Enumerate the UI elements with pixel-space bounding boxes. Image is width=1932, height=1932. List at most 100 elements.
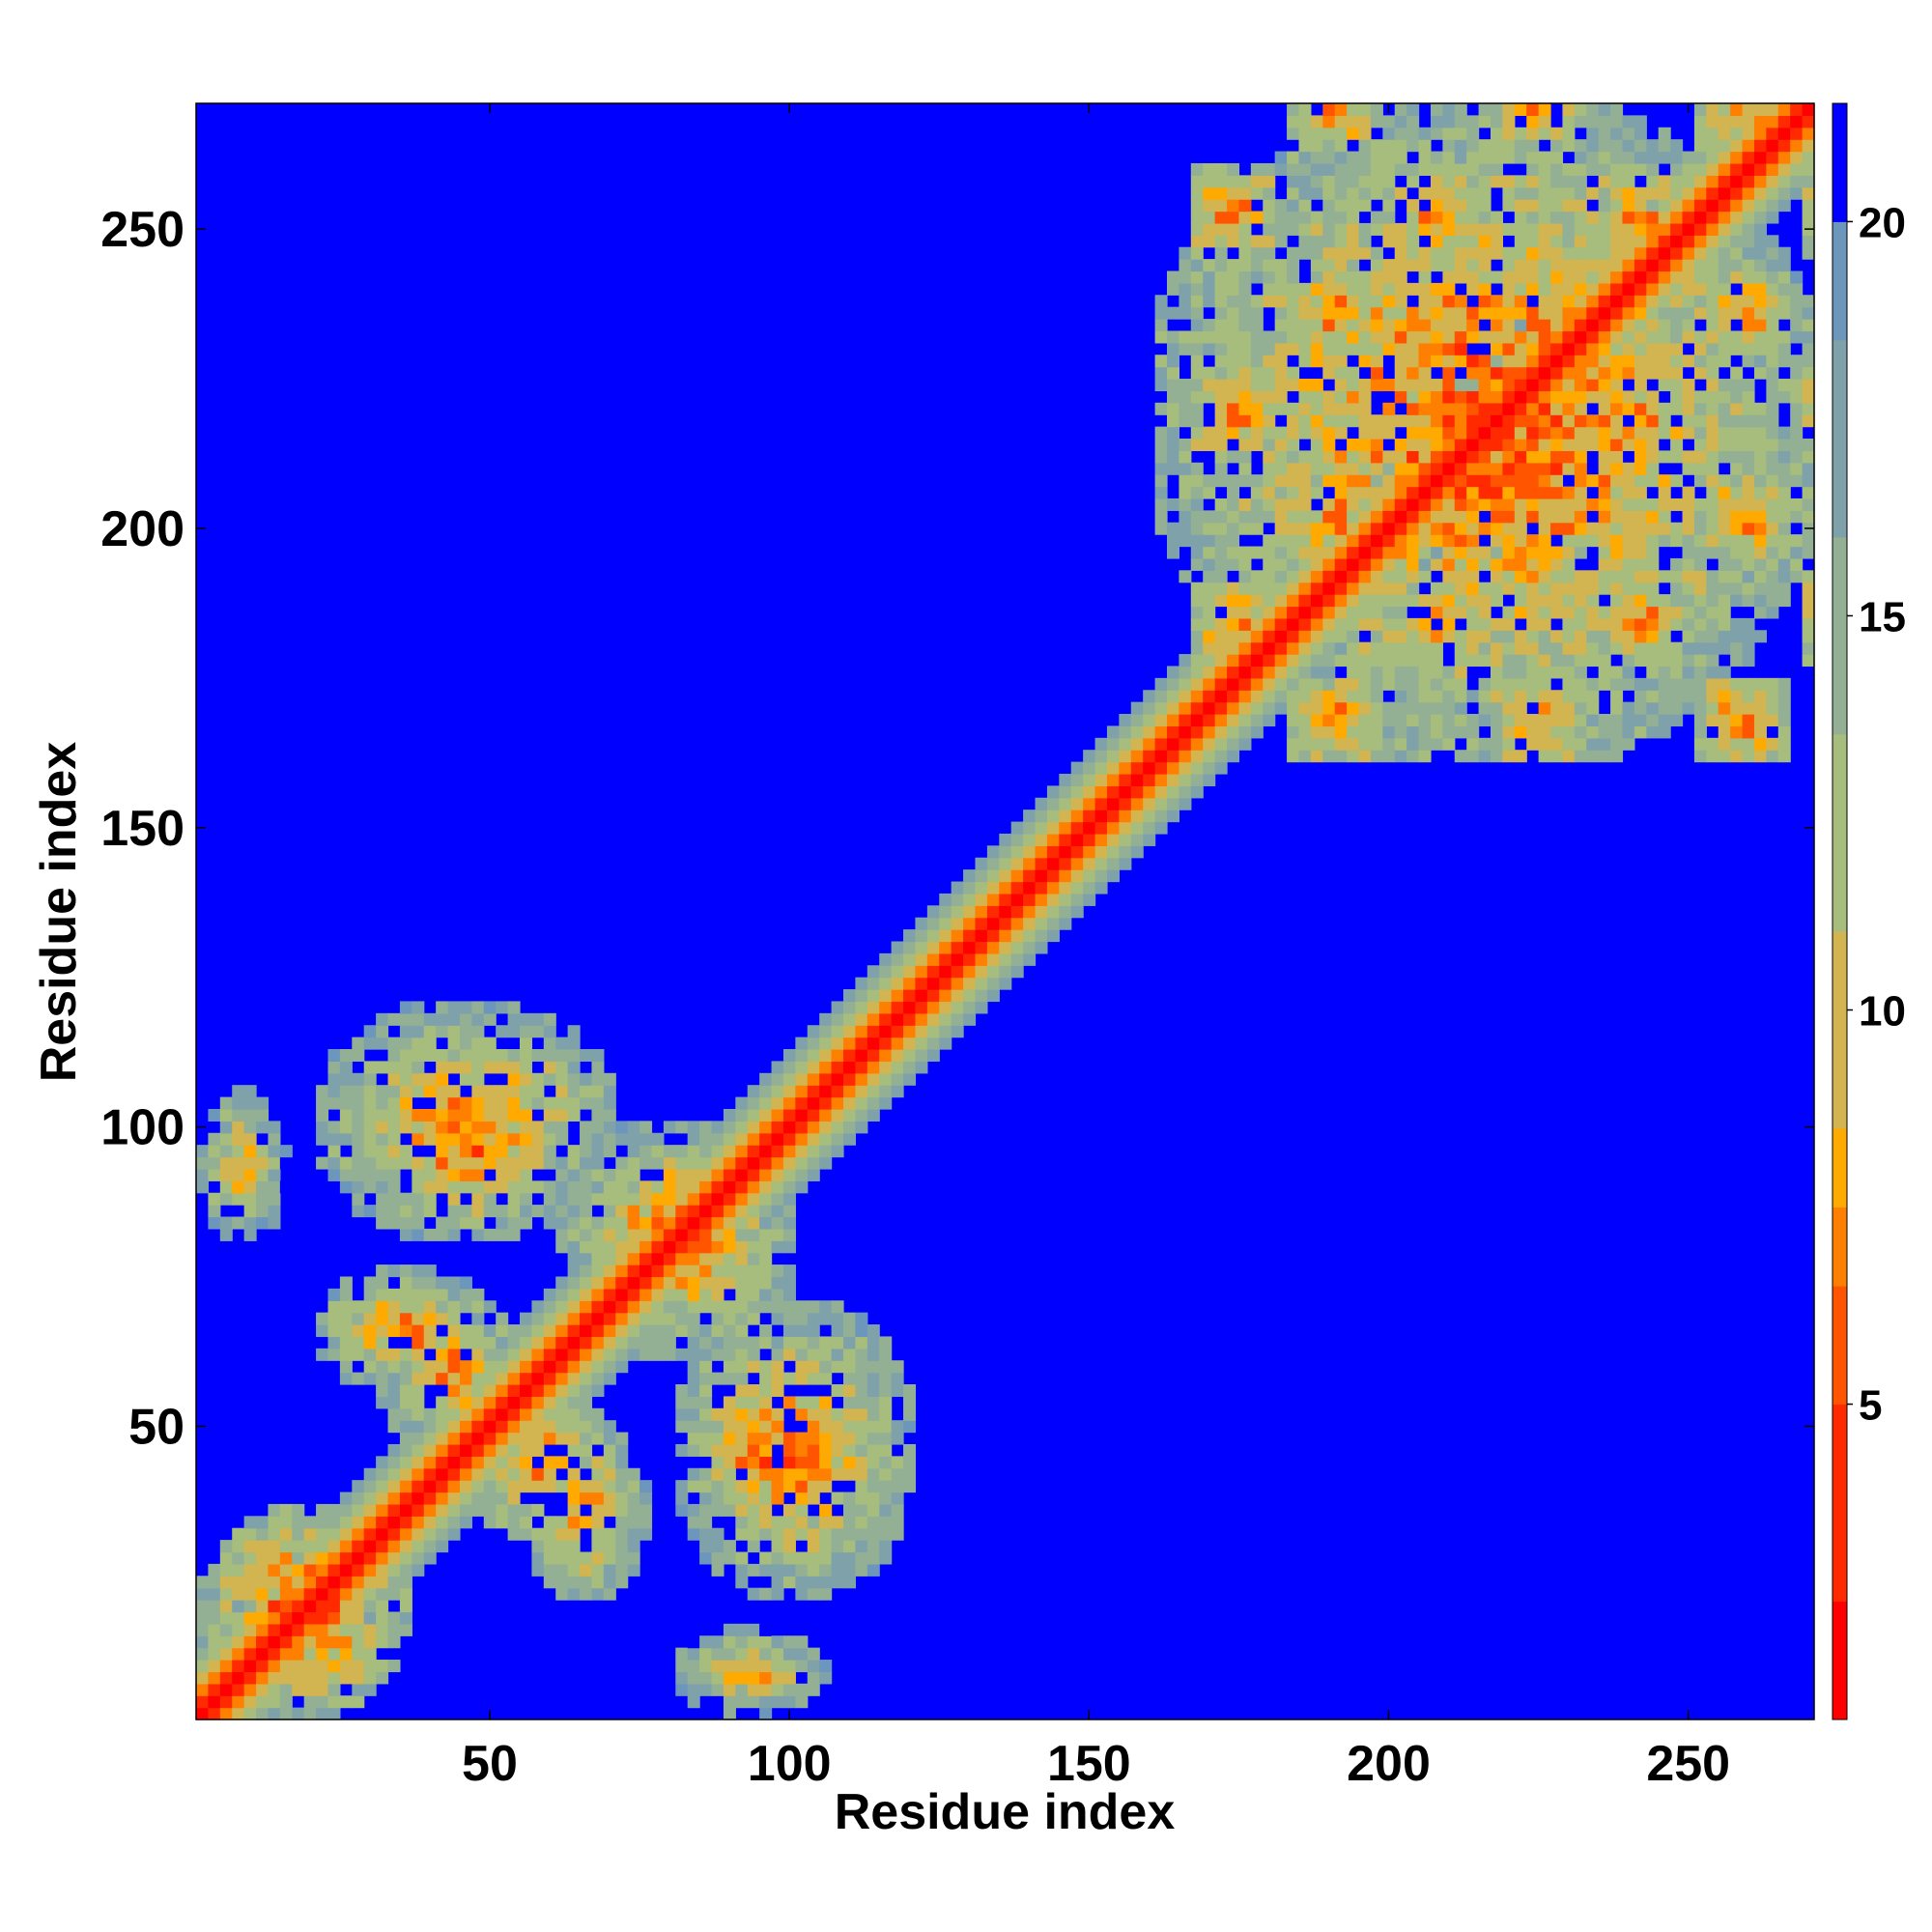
- heatmap-cell: [412, 1025, 425, 1038]
- heatmap-cell: [520, 1156, 533, 1170]
- heatmap-cell: [687, 1192, 700, 1206]
- heatmap-cell: [1203, 162, 1216, 176]
- heatmap-cell: [543, 1372, 556, 1385]
- heatmap-cell: [1634, 522, 1647, 535]
- heatmap-cell: [1322, 690, 1336, 703]
- heatmap-cell: [399, 1288, 412, 1301]
- heatmap-cell: [867, 1503, 880, 1517]
- heatmap-cell: [580, 1551, 593, 1565]
- heatmap-cell: [747, 1516, 760, 1529]
- heatmap-cell: [256, 1587, 270, 1601]
- heatmap-cell: [567, 1467, 581, 1481]
- heatmap-cell: [1622, 186, 1635, 200]
- heatmap-cell: [1658, 510, 1671, 524]
- heatmap-cell: [1598, 199, 1611, 213]
- heatmap-cell: [1203, 342, 1216, 355]
- heatmap-cell: [507, 1216, 521, 1230]
- heatmap-cell: [1610, 162, 1624, 176]
- heatmap-cell: [1190, 750, 1204, 763]
- heatmap-cell: [747, 1527, 760, 1541]
- heatmap-cell: [1550, 414, 1564, 428]
- heatmap-cell: [520, 1145, 533, 1158]
- heatmap-cell: [1430, 259, 1443, 272]
- heatmap-cell: [1646, 355, 1660, 368]
- heatmap-cell: [1670, 641, 1684, 655]
- heatmap-cell: [807, 1420, 820, 1434]
- heatmap-cell: [627, 1467, 640, 1481]
- heatmap-cell: [1802, 617, 1815, 631]
- heatmap-cell: [555, 1336, 569, 1350]
- heatmap-cell: [423, 1551, 437, 1565]
- heatmap-cell: [615, 1576, 629, 1589]
- heatmap-cell: [782, 1264, 796, 1278]
- heatmap-cell: [1322, 522, 1336, 535]
- heatmap-cell: [387, 1467, 401, 1481]
- heatmap-cell: [1526, 462, 1540, 475]
- heatmap-cell: [1083, 857, 1096, 870]
- heatmap-cell: [1143, 750, 1156, 763]
- heatmap-cell: [843, 1551, 857, 1565]
- heatmap-cell: [1322, 222, 1336, 236]
- heatmap-cell: [1502, 714, 1516, 727]
- heatmap-cell: [1742, 677, 1755, 691]
- heatmap-cell: [316, 1695, 329, 1709]
- heatmap-cell: [1753, 701, 1767, 715]
- heatmap-cell: [436, 1025, 449, 1038]
- heatmap-cell: [1442, 725, 1456, 739]
- heatmap-cell: [1502, 414, 1516, 428]
- heatmap-cell: [412, 1192, 425, 1206]
- heatmap-cell: [1670, 246, 1684, 260]
- heatmap-cell: [782, 1563, 796, 1577]
- heatmap-cell: [1526, 270, 1540, 284]
- colorbar-tick-label: 5: [1859, 1382, 1882, 1430]
- heatmap-cell: [795, 1336, 809, 1350]
- heatmap-cell: [555, 1180, 569, 1194]
- heatmap-cell: [903, 929, 917, 943]
- heatmap-cell: [232, 1647, 245, 1661]
- heatmap-cell: [1706, 366, 1719, 380]
- heatmap-cell: [687, 1671, 700, 1685]
- heatmap-cell: [459, 1108, 472, 1122]
- heatmap-cell: [759, 1443, 773, 1457]
- heatmap-cell: [1730, 462, 1744, 475]
- heatmap-cell: [831, 1551, 844, 1565]
- heatmap-cell: [771, 1192, 784, 1206]
- heatmap-cell: [1130, 821, 1144, 835]
- heatmap-cell: [807, 1096, 820, 1110]
- heatmap-cell: [1646, 186, 1660, 200]
- heatmap-cell: [1598, 319, 1611, 332]
- heatmap-cell: [1478, 690, 1492, 703]
- heatmap-cell: [303, 1683, 317, 1696]
- heatmap-cell: [1622, 654, 1635, 668]
- heatmap-cell: [459, 1503, 472, 1517]
- heatmap-cell: [1478, 426, 1492, 440]
- heatmap-cell: [268, 1551, 281, 1565]
- heatmap-cell: [1574, 438, 1587, 451]
- heatmap-cell: [1190, 319, 1204, 332]
- heatmap-cell: [1382, 211, 1396, 224]
- heatmap-cell: [1430, 175, 1443, 188]
- heatmap-cell: [483, 1205, 497, 1218]
- heatmap-cell: [363, 1132, 377, 1146]
- heatmap-cell: [1358, 522, 1372, 535]
- heatmap-cell: [1538, 162, 1551, 176]
- heatmap-cell: [1238, 355, 1252, 368]
- heatmap-cell: [843, 1360, 857, 1374]
- heatmap-cell: [1263, 366, 1276, 380]
- heatmap-cell: [1130, 773, 1144, 786]
- heatmap-cell: [1287, 474, 1300, 488]
- heatmap-cell: [1442, 379, 1456, 392]
- heatmap-cell: [1610, 606, 1624, 619]
- heatmap-cell: [471, 1037, 485, 1050]
- heatmap-cell: [1586, 677, 1600, 691]
- heatmap-cell: [1263, 690, 1276, 703]
- heatmap-cell: [1526, 366, 1540, 380]
- heatmap-cell: [423, 1168, 437, 1181]
- heatmap-cell: [782, 1432, 796, 1445]
- heatmap-cell: [1310, 582, 1323, 595]
- heatmap-cell: [1442, 127, 1456, 140]
- heatmap-cell: [735, 1192, 749, 1206]
- heatmap-cell: [807, 1348, 820, 1361]
- heatmap-cell: [303, 1527, 317, 1541]
- heatmap-cell: [1394, 162, 1407, 176]
